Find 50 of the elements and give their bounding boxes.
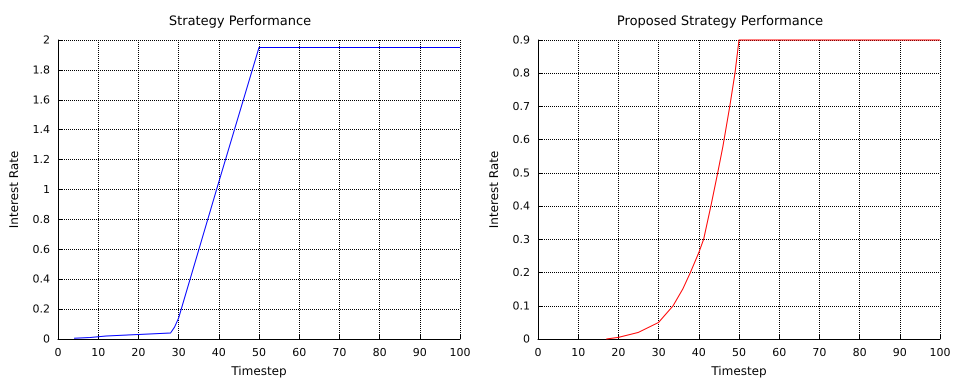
y-tick-label: 0.6 bbox=[512, 133, 530, 146]
x-tick-label: 60 bbox=[292, 346, 306, 359]
y-tick-label: 0.7 bbox=[512, 100, 530, 113]
y-tick-label: 0.2 bbox=[512, 266, 530, 280]
y-axis-title: Interest Rate bbox=[7, 150, 21, 228]
y-tick-label: 0.4 bbox=[32, 272, 50, 286]
x-tick-label: 80 bbox=[852, 346, 867, 359]
y-tick-label: 0.6 bbox=[32, 242, 50, 256]
x-tick-label: 20 bbox=[611, 346, 626, 359]
x-tick-label: 50 bbox=[252, 346, 266, 359]
line-series bbox=[74, 46, 460, 339]
y-tick-label: 1.2 bbox=[32, 153, 50, 166]
x-tick-label: 10 bbox=[91, 346, 106, 359]
y-tick-label: 1.6 bbox=[32, 93, 50, 106]
y-tick-label: 0.9 bbox=[512, 34, 530, 46]
x-tick-label: 40 bbox=[212, 346, 226, 359]
y-tick-label: 0.1 bbox=[512, 299, 530, 312]
y-tick-label: 0 bbox=[43, 332, 50, 346]
x-tick-label: 70 bbox=[812, 346, 826, 359]
x-tick-label: 0 bbox=[534, 346, 542, 359]
x-axis-title: Timestep bbox=[710, 364, 767, 378]
y-axis-title: Interest Rate bbox=[487, 150, 501, 228]
chart-title: Strategy Performance bbox=[168, 14, 312, 29]
y-tick-label: 0.3 bbox=[512, 232, 530, 246]
y-tick-label: 0.8 bbox=[512, 66, 530, 80]
y-tick-label: 2 bbox=[43, 34, 50, 46]
x-tick-label: 60 bbox=[772, 346, 786, 359]
x-tick-label: 30 bbox=[172, 346, 186, 359]
x-tick-label: 70 bbox=[332, 346, 346, 359]
x-tick-label: 80 bbox=[372, 346, 387, 359]
x-tick-label: 50 bbox=[732, 346, 746, 359]
x-tick-label: 0 bbox=[54, 346, 62, 359]
x-axis-title: Timestep bbox=[230, 364, 287, 378]
y-tick-label: 0.4 bbox=[512, 200, 530, 213]
y-tick-label: 1 bbox=[43, 183, 50, 196]
y-tick-label: 0.5 bbox=[512, 166, 530, 180]
x-tick-label: 90 bbox=[892, 346, 907, 359]
y-tick-label: 1.8 bbox=[32, 63, 50, 76]
x-tick-label: 20 bbox=[131, 346, 146, 359]
x-tick-label: 30 bbox=[652, 346, 666, 359]
x-tick-label: 100 bbox=[930, 346, 950, 359]
y-tick-label: 1.4 bbox=[32, 123, 50, 136]
x-tick-label: 100 bbox=[450, 346, 470, 359]
x-tick-label: 90 bbox=[412, 346, 427, 359]
x-tick-label: 10 bbox=[571, 346, 586, 359]
y-tick-label: 0 bbox=[523, 332, 530, 346]
y-tick-label: 0.2 bbox=[32, 302, 50, 316]
chart-title: Proposed Strategy Performance bbox=[616, 14, 824, 29]
x-tick-label: 40 bbox=[692, 346, 706, 359]
y-tick-label: 0.8 bbox=[32, 212, 50, 226]
